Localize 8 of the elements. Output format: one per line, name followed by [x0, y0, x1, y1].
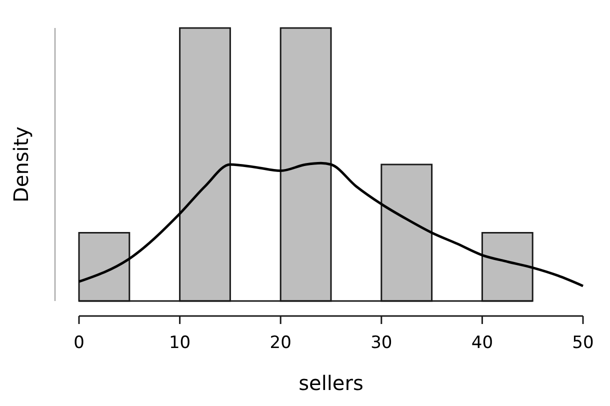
- x-tick-label: 50: [572, 333, 594, 353]
- y-axis-title: Density: [9, 126, 33, 203]
- x-tick-label: 10: [168, 333, 191, 353]
- x-tick-label: 20: [270, 333, 292, 353]
- x-tick-label: 30: [370, 333, 392, 353]
- x-axis-title: sellers: [298, 371, 364, 395]
- x-tick-label: 0: [74, 333, 84, 353]
- x-tick-label: 40: [471, 333, 494, 353]
